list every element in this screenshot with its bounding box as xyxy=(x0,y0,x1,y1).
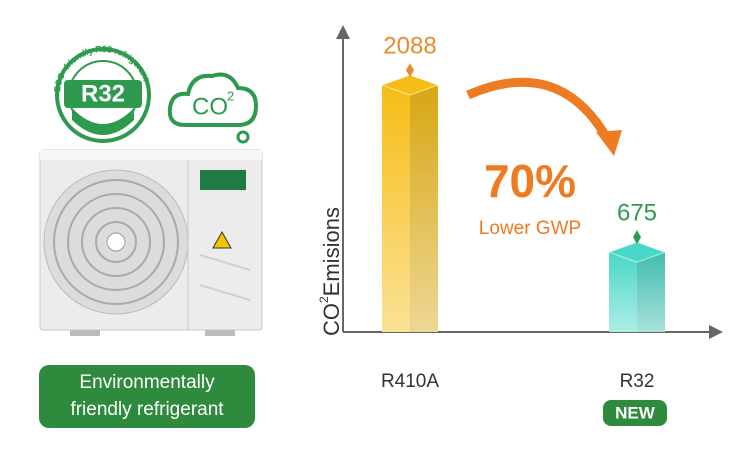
x-tick-label: R32 xyxy=(620,371,655,392)
y-label-part: CO xyxy=(319,303,344,336)
caption-line: friendly refrigerant xyxy=(70,399,224,420)
bar-fade xyxy=(609,252,665,332)
reduction: 70% xyxy=(484,155,576,207)
caption-line: Environmentally xyxy=(79,372,215,393)
new-badge-text: NEW xyxy=(615,403,656,422)
co2-cloud: CO 2 xyxy=(167,72,259,144)
bar-fade xyxy=(382,85,438,332)
reduction-note: Lower GWP xyxy=(479,218,581,239)
r32-logo: ECO- friendly R32 refrigerant R32 xyxy=(52,44,151,143)
y-label-sup: 2 xyxy=(317,296,331,303)
cloud-text: CO xyxy=(192,93,228,120)
y-axis-label: CO2Emisions xyxy=(317,207,344,336)
new-badge xyxy=(603,400,667,426)
trend-arrow xyxy=(466,77,612,143)
x-tick-label: R410A xyxy=(381,371,439,392)
bar-cap xyxy=(380,74,440,96)
value-label: 675 xyxy=(617,200,657,227)
trend-arrowhead xyxy=(596,130,622,156)
value-marker xyxy=(406,63,414,78)
value-label: 2088 xyxy=(383,32,436,59)
cloud-sup: 2 xyxy=(227,88,234,103)
y-label-part: Emisions xyxy=(319,207,344,296)
bar-cap xyxy=(607,241,667,263)
ac-unit xyxy=(39,149,263,336)
logo-label: R32 xyxy=(81,80,125,107)
value-marker xyxy=(633,230,641,245)
caption-box xyxy=(39,365,255,428)
